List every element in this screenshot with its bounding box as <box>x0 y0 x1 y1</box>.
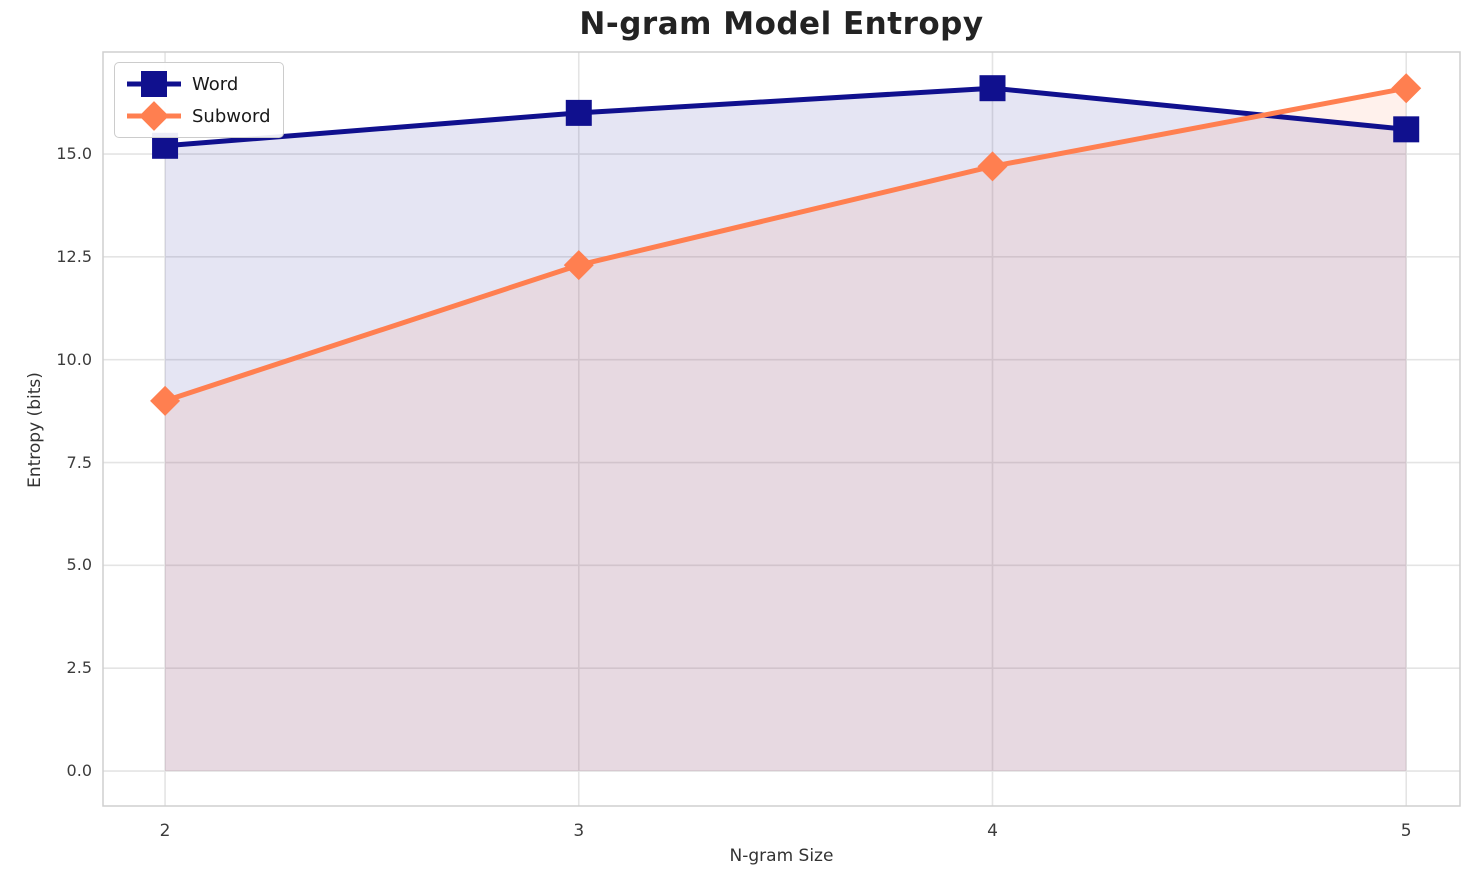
y-tick-label: 10.0 <box>56 349 92 369</box>
legend-label-subword: Subword <box>192 105 271 127</box>
subword-marker <box>977 151 1008 182</box>
subword-line <box>162 85 1409 404</box>
subword-area-fill <box>165 88 1407 772</box>
subword-marker <box>150 385 181 416</box>
word-square-icon <box>141 71 167 97</box>
y-tick-label: 2.5 <box>66 658 92 678</box>
x-tick-label: 5 <box>1400 821 1412 841</box>
y-tick-label: 5.0 <box>66 555 92 575</box>
word-legend-marker <box>123 68 185 100</box>
plot-border <box>102 51 1461 807</box>
legend-item-subword: Subword <box>123 100 273 132</box>
y-axis-label: Entropy (bits) <box>25 372 45 488</box>
chart-title: N-gram Model Entropy <box>579 6 984 42</box>
subword-marker <box>563 250 594 281</box>
word-area-fill <box>165 88 1407 772</box>
x-axis-label: N-gram Size <box>729 846 834 866</box>
y-tick-label: 15.0 <box>56 144 92 163</box>
word-marker <box>979 75 1006 102</box>
legend-label-word: Word <box>192 73 239 95</box>
word-line <box>162 85 1409 149</box>
word-marker <box>1393 116 1420 143</box>
x-tick-label: 2 <box>159 821 171 841</box>
subword-marker <box>1391 73 1422 104</box>
x-tick-label: 4 <box>987 821 998 841</box>
y-tick-label: 12.5 <box>56 246 92 266</box>
x-tick-label: 3 <box>573 821 585 841</box>
legend: Word Subword <box>114 62 284 138</box>
subword-legend-marker <box>123 100 185 132</box>
y-tick-label: 0.0 <box>66 761 92 781</box>
subword-diamond-icon <box>139 101 169 131</box>
legend-item-word: Word <box>123 68 273 100</box>
word-marker <box>565 99 592 126</box>
y-tick-label: 7.5 <box>66 452 92 472</box>
